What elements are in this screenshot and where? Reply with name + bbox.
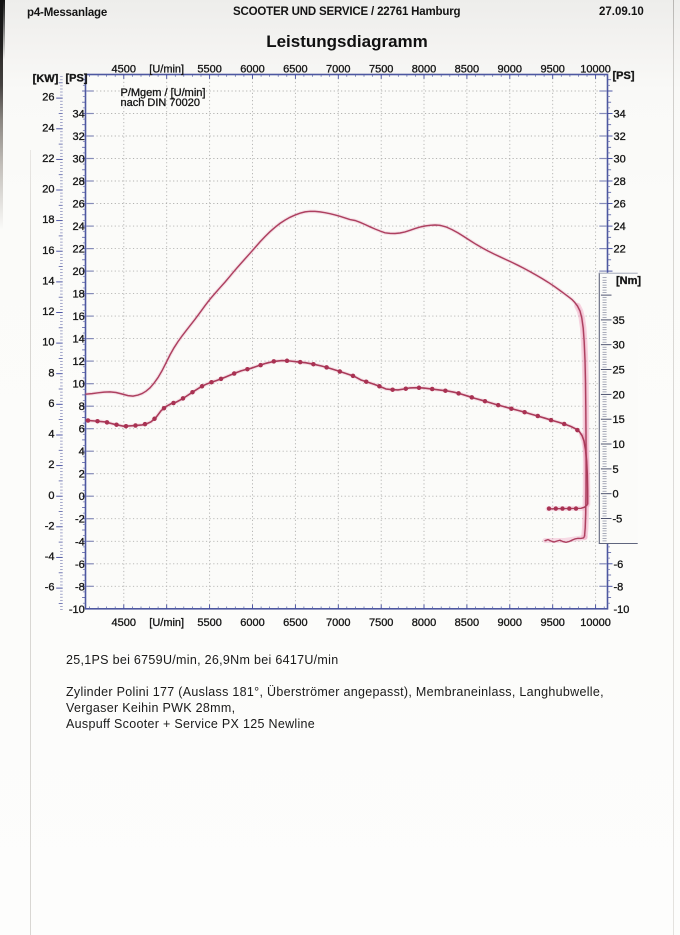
- svg-text:8500: 8500: [455, 64, 479, 76]
- svg-text:30: 30: [613, 340, 625, 352]
- svg-text:12: 12: [73, 356, 85, 368]
- svg-text:14: 14: [42, 276, 54, 288]
- svg-text:4: 4: [48, 429, 54, 441]
- svg-text:26: 26: [42, 92, 54, 104]
- svg-text:0: 0: [79, 491, 85, 503]
- svg-text:8: 8: [79, 401, 85, 413]
- svg-text:[U/min]: [U/min]: [149, 64, 184, 76]
- svg-text:-4: -4: [45, 551, 55, 563]
- svg-text:9500: 9500: [540, 617, 564, 629]
- svg-text:6500: 6500: [283, 64, 307, 76]
- svg-text:24: 24: [614, 221, 626, 233]
- svg-text:-8: -8: [614, 581, 624, 593]
- svg-text:9000: 9000: [498, 617, 522, 629]
- svg-text:-6: -6: [45, 582, 55, 594]
- svg-text:18: 18: [42, 214, 54, 226]
- svg-text:22: 22: [42, 153, 54, 165]
- svg-text:34: 34: [73, 109, 85, 121]
- svg-text:25: 25: [613, 365, 625, 377]
- svg-text:7500: 7500: [369, 617, 393, 629]
- svg-text:-6: -6: [614, 559, 624, 571]
- svg-text:0: 0: [48, 490, 54, 502]
- svg-text:8500: 8500: [455, 617, 479, 629]
- svg-text:9500: 9500: [540, 64, 564, 76]
- svg-text:24: 24: [42, 122, 54, 134]
- svg-text:[KW]: [KW]: [33, 73, 59, 85]
- svg-text:20: 20: [73, 266, 85, 278]
- svg-text:5500: 5500: [197, 617, 221, 629]
- svg-text:8: 8: [48, 367, 54, 379]
- svg-text:[PS]: [PS]: [613, 70, 635, 82]
- svg-text:-5: -5: [613, 514, 623, 526]
- svg-text:35: 35: [613, 315, 625, 327]
- svg-text:-4: -4: [75, 536, 85, 548]
- svg-text:-8: -8: [75, 581, 85, 593]
- svg-text:6000: 6000: [240, 617, 264, 629]
- svg-text:6: 6: [79, 424, 85, 436]
- svg-text:P/Mgem / [U/min]: P/Mgem / [U/min]: [121, 87, 206, 99]
- svg-text:5500: 5500: [197, 64, 221, 76]
- svg-text:8000: 8000: [412, 617, 436, 629]
- svg-text:26: 26: [614, 199, 626, 211]
- svg-text:4500: 4500: [112, 64, 136, 76]
- svg-text:10000: 10000: [580, 617, 611, 629]
- svg-text:22: 22: [614, 244, 626, 256]
- svg-text:16: 16: [42, 245, 54, 257]
- svg-text:2: 2: [48, 459, 54, 471]
- svg-text:0: 0: [613, 489, 619, 501]
- svg-text:6: 6: [48, 398, 54, 410]
- svg-text:7500: 7500: [369, 64, 393, 76]
- svg-text:4500: 4500: [112, 617, 136, 629]
- svg-text:8000: 8000: [412, 64, 436, 76]
- svg-text:15: 15: [613, 414, 625, 426]
- svg-text:30: 30: [614, 154, 626, 166]
- svg-text:-6: -6: [75, 559, 85, 571]
- svg-text:7000: 7000: [326, 617, 350, 629]
- svg-text:6000: 6000: [240, 64, 264, 76]
- svg-text:32: 32: [614, 131, 626, 143]
- svg-text:10000: 10000: [580, 64, 611, 76]
- svg-text:16: 16: [73, 311, 85, 323]
- svg-text:20: 20: [42, 184, 54, 196]
- svg-text:22: 22: [73, 244, 85, 256]
- svg-text:-10: -10: [69, 604, 85, 616]
- svg-text:-2: -2: [75, 514, 85, 526]
- svg-text:30: 30: [73, 154, 85, 166]
- svg-text:10: 10: [613, 439, 625, 451]
- svg-text:20: 20: [613, 389, 625, 401]
- svg-text:24: 24: [73, 221, 85, 233]
- svg-text:2: 2: [79, 469, 85, 481]
- svg-text:26: 26: [73, 199, 85, 211]
- svg-text:10: 10: [42, 337, 54, 349]
- svg-text:[U/min]: [U/min]: [149, 617, 184, 629]
- svg-text:4: 4: [79, 446, 85, 458]
- svg-text:28: 28: [614, 176, 626, 188]
- svg-text:[Nm]: [Nm]: [616, 275, 641, 287]
- svg-text:6500: 6500: [283, 617, 307, 629]
- svg-text:-10: -10: [614, 604, 630, 616]
- svg-text:32: 32: [73, 131, 85, 143]
- svg-text:-2: -2: [45, 520, 55, 532]
- svg-text:10: 10: [73, 379, 85, 391]
- svg-text:9000: 9000: [498, 64, 522, 76]
- svg-text:34: 34: [614, 109, 626, 121]
- svg-text:18: 18: [73, 289, 85, 301]
- svg-text:nach DIN 70020: nach DIN 70020: [121, 97, 201, 109]
- svg-text:[PS]: [PS]: [66, 73, 88, 85]
- svg-text:28: 28: [73, 176, 85, 188]
- svg-text:12: 12: [42, 306, 54, 318]
- svg-text:7000: 7000: [326, 64, 350, 76]
- svg-text:5: 5: [613, 464, 619, 476]
- svg-text:14: 14: [73, 334, 85, 346]
